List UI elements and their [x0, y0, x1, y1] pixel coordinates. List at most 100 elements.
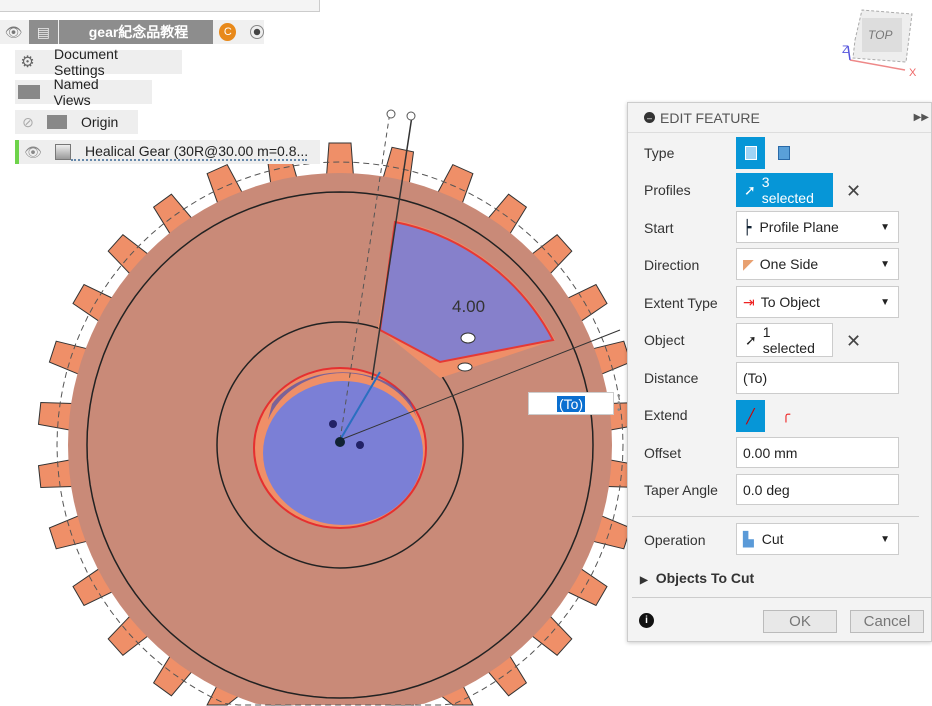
- direction-dropdown[interactable]: ◤ One Side ▼: [736, 248, 899, 280]
- object-selector[interactable]: ➚ 1 selected: [736, 323, 833, 357]
- offset-label: Offset: [644, 445, 682, 461]
- direction-label: Direction: [644, 257, 700, 273]
- cursor-icon: ➚: [744, 181, 756, 198]
- collapse-icon[interactable]: –: [644, 112, 655, 123]
- folder-icon: [47, 115, 67, 129]
- ok-button[interactable]: OK: [763, 610, 837, 633]
- component-icon: ▤: [28, 20, 58, 44]
- axis-x-label: X: [909, 67, 917, 79]
- type-label: Type: [644, 145, 675, 161]
- sketch-point[interactable]: [335, 437, 345, 447]
- objects-to-cut-toggle[interactable]: ▶ Objects To Cut: [640, 570, 754, 586]
- sketch-point[interactable]: [386, 109, 396, 119]
- eye-icon[interactable]: 👁: [24, 143, 42, 160]
- caret-down-icon: ▼: [880, 533, 890, 545]
- distance-value: (To): [743, 370, 768, 386]
- document-title: gear紀念品教程 v1: [58, 20, 214, 64]
- axis-z-label: Z: [842, 44, 849, 56]
- caret-down-icon: ▼: [880, 296, 890, 308]
- distance-label: Distance: [644, 370, 699, 386]
- sketch-point[interactable]: [329, 420, 337, 428]
- profiles-selector[interactable]: ➚ 3 selected: [736, 173, 833, 207]
- taper-value: 0.0 deg: [743, 481, 790, 498]
- object-label: Object: [644, 332, 685, 348]
- taper-angle-field[interactable]: 0.0 deg: [736, 474, 899, 505]
- tree-item-label: Named Views: [53, 76, 99, 108]
- panel-header[interactable]: – EDIT FEATURE ▶▶: [628, 103, 931, 133]
- sector-profile[interactable]: [378, 220, 555, 364]
- panel-title: EDIT FEATURE: [660, 109, 760, 126]
- manipulator-handle-2[interactable]: [457, 362, 473, 372]
- hub-circle: [216, 321, 464, 569]
- operation-dropdown[interactable]: ▙ Cut ▼: [736, 523, 899, 555]
- caret-down-icon: ▼: [880, 221, 890, 233]
- browser-panel-header: [0, 0, 320, 12]
- extend-smallest-button[interactable]: ╱: [736, 400, 765, 432]
- tree-item-label: Healical Gear (30R@30.00 m=0.8...: [71, 143, 307, 161]
- type-thin-extrude-button[interactable]: [774, 141, 794, 165]
- one-side-icon: ◤: [743, 255, 754, 272]
- divider: [632, 516, 919, 517]
- viewcube-face-label[interactable]: TOP: [868, 28, 892, 42]
- extent-type-dropdown[interactable]: ⇥ To Object ▼: [736, 286, 899, 318]
- extend-label: Extend: [644, 407, 688, 423]
- dimension-label: 4.00: [452, 297, 485, 316]
- profiles-label: Profiles: [644, 182, 691, 198]
- divider: [632, 597, 931, 598]
- folder-icon: [18, 85, 40, 99]
- clear-profiles-icon[interactable]: ✕: [846, 181, 862, 201]
- activate-radio[interactable]: [250, 25, 264, 39]
- start-label: Start: [644, 220, 674, 236]
- inline-input-value: (To): [556, 395, 586, 412]
- offset-field[interactable]: 0.00 mm: [736, 437, 899, 468]
- sketch-line: [339, 111, 391, 441]
- profiles-value: 3 selected: [761, 174, 814, 206]
- to-object-icon: ⇥: [743, 293, 755, 310]
- operation-label: Operation: [644, 532, 706, 548]
- sketch-point[interactable]: [356, 441, 364, 449]
- sketch-line: [371, 115, 413, 381]
- expand-arrows-icon[interactable]: ▶▶: [913, 112, 929, 123]
- extend-largest-button[interactable]: ╭: [781, 405, 791, 422]
- tree-item-origin[interactable]: ⊘ Origin: [15, 110, 138, 134]
- sketch-line: [339, 329, 621, 441]
- tree-item-document-settings[interactable]: ⚙ Document Settings: [15, 46, 182, 78]
- start-dropdown[interactable]: ┝ Profile Plane ▼: [736, 211, 899, 243]
- cancel-button[interactable]: Cancel: [850, 610, 924, 633]
- caret-down-icon: ▼: [880, 258, 890, 270]
- tree-item-named-views[interactable]: Named Views: [15, 76, 152, 108]
- extent-type-label: Extent Type: [644, 295, 718, 311]
- expand-triangle-icon: ▶: [640, 575, 648, 586]
- body-icon: [55, 144, 71, 160]
- viewcube[interactable]: TOP X Z: [842, 9, 917, 79]
- tree-item-label: Document Settings: [54, 46, 118, 78]
- clear-object-icon[interactable]: ✕: [846, 331, 862, 351]
- tree-item-label: Origin: [81, 114, 119, 130]
- gear-icon: ⚙: [20, 54, 35, 71]
- manipulator-handle[interactable]: [460, 332, 476, 344]
- drag-handle-icon[interactable]: • • •: [617, 391, 621, 416]
- direction-value: One Side: [759, 256, 819, 272]
- start-value: Profile Plane: [759, 219, 839, 235]
- inline-distance-input[interactable]: (To): [528, 392, 614, 415]
- sketch-point[interactable]: [406, 111, 416, 121]
- info-icon[interactable]: i: [639, 613, 654, 628]
- eye-icon[interactable]: 👁: [4, 23, 23, 40]
- tree-root[interactable]: 👁 ▤ gear紀念品教程 v1 C: [0, 20, 264, 64]
- eye-hidden-icon[interactable]: ⊘: [22, 113, 34, 130]
- cut-icon: ▙: [743, 530, 754, 547]
- bore-profile[interactable]: [263, 381, 423, 525]
- edit-feature-panel: – EDIT FEATURE ▶▶ Type Profiles ➚ 3 selec…: [627, 102, 932, 642]
- cloud-status-icon: C: [219, 23, 237, 41]
- sketch-line: [339, 371, 381, 441]
- objects-to-cut-label: Objects To Cut: [655, 570, 755, 586]
- distance-field[interactable]: (To): [736, 362, 899, 394]
- offset-value: 0.00 mm: [743, 444, 798, 461]
- taper-angle-label: Taper Angle: [644, 482, 718, 498]
- pitch-circle: [56, 161, 624, 706]
- object-value: 1 selected: [762, 324, 815, 356]
- tree-item-gear-body[interactable]: 👁 Healical Gear (30R@30.00 m=0.8...: [15, 140, 320, 164]
- profile-plane-icon: ┝: [743, 218, 752, 235]
- type-extrude-button[interactable]: [736, 137, 765, 169]
